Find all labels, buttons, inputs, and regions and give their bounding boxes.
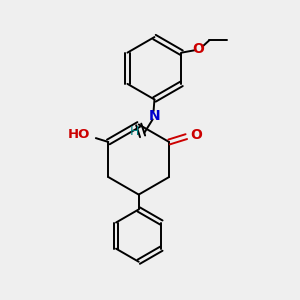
Text: HO: HO bbox=[68, 128, 91, 141]
Text: H: H bbox=[130, 125, 139, 138]
Text: O: O bbox=[190, 128, 202, 142]
Text: N: N bbox=[149, 109, 161, 122]
Text: O: O bbox=[192, 42, 204, 56]
